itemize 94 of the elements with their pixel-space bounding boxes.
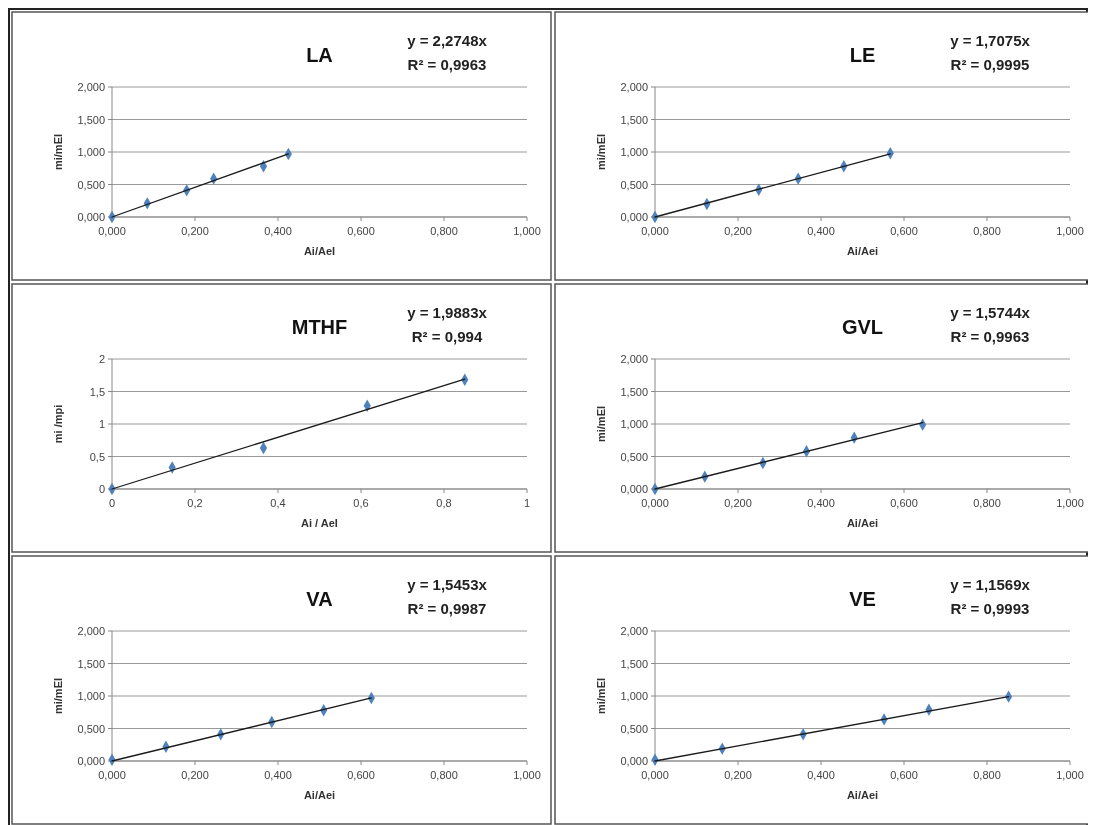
x-axis-title: Ai/AeI bbox=[303, 245, 336, 257]
y-tick-label: 1,000 bbox=[77, 146, 105, 158]
x-tick-label: 0,000 bbox=[641, 225, 669, 237]
x-tick-label: 0 bbox=[108, 497, 116, 509]
y-tick-label: 1,000 bbox=[620, 690, 648, 702]
x-tick-label: 0,600 bbox=[347, 225, 375, 237]
x-tick-label: 0,400 bbox=[807, 769, 835, 781]
x-tick-label: 0,800 bbox=[430, 225, 458, 237]
chart-title: MTHF bbox=[291, 316, 348, 338]
x-tick-label: 1,000 bbox=[1056, 769, 1084, 781]
x-tick-label: 0,400 bbox=[264, 769, 292, 781]
y-tick-label: 0 bbox=[98, 483, 105, 495]
x-tick-label: 1 bbox=[523, 497, 531, 509]
text: R² = 0,9963 bbox=[407, 56, 487, 73]
x-tick-label: 0,000 bbox=[641, 769, 669, 781]
y-axis-title: mi/mEI bbox=[52, 133, 64, 171]
y-axis-title: mi/mEI bbox=[595, 133, 607, 171]
y-tick-label: 1,500 bbox=[620, 113, 648, 126]
y-tick-label: 2,000 bbox=[77, 81, 105, 93]
y-tick-label: 0,500 bbox=[77, 178, 105, 191]
chart-title: GVL bbox=[841, 316, 884, 338]
y-tick-label: 1,000 bbox=[620, 418, 648, 430]
y-tick-label: 0,500 bbox=[77, 722, 105, 735]
chart-title: VE bbox=[849, 588, 876, 610]
x-axis-title: Ai/Aei bbox=[846, 789, 879, 801]
text: y = 1,5744x bbox=[950, 304, 1031, 321]
chart-title: LE bbox=[849, 44, 876, 66]
y-axis-title: mi/mEI bbox=[52, 677, 64, 715]
x-tick-label: 0,600 bbox=[890, 225, 918, 237]
text: R² = 0,994 bbox=[411, 328, 483, 345]
x-tick-label: 0,4 bbox=[270, 497, 286, 509]
x-axis-title: Ai / AeI bbox=[301, 517, 338, 529]
text: y = 2,2748x bbox=[407, 32, 488, 49]
y-tick-label: 1,500 bbox=[77, 113, 105, 126]
y-tick-label: 0,500 bbox=[620, 722, 648, 735]
y-tick-label: 0,000 bbox=[620, 755, 648, 767]
x-tick-label: 1,000 bbox=[513, 769, 541, 781]
x-axis-title: Ai/Aei bbox=[846, 517, 879, 529]
y-tick-label: 1,500 bbox=[77, 657, 105, 670]
x-tick-label: 0,800 bbox=[973, 769, 1001, 781]
x-axis-title: Ai/Aei bbox=[303, 789, 336, 801]
y-tick-label: 2,000 bbox=[77, 625, 105, 637]
x-tick-label: 0,400 bbox=[807, 225, 835, 237]
x-tick-label: 0,200 bbox=[724, 497, 752, 509]
y-tick-label: 1,500 bbox=[620, 385, 648, 398]
x-tick-label: 0,400 bbox=[807, 497, 835, 509]
y-tick-label: 0,000 bbox=[77, 211, 105, 223]
x-tick-label: 0,600 bbox=[890, 497, 918, 509]
x-tick-label: 0,6 bbox=[353, 497, 369, 509]
y-tick-label: 0,000 bbox=[77, 755, 105, 767]
x-tick-label: 0,8 bbox=[436, 497, 452, 509]
x-tick-label: 1,000 bbox=[513, 225, 541, 237]
y-tick-label: 2,000 bbox=[620, 353, 648, 365]
x-tick-label: 0,200 bbox=[724, 769, 752, 781]
chart-title: LA bbox=[306, 44, 333, 66]
y-tick-label: 0,000 bbox=[620, 483, 648, 495]
y-tick-label: 1,000 bbox=[77, 690, 105, 702]
text: y = 1,9883x bbox=[407, 304, 488, 321]
x-tick-label: 0,800 bbox=[973, 497, 1001, 509]
y-tick-label: 0,500 bbox=[620, 178, 648, 191]
x-tick-label: 1,000 bbox=[1056, 225, 1084, 237]
x-tick-label: 0,600 bbox=[890, 769, 918, 781]
y-tick-label: 0,500 bbox=[620, 450, 648, 463]
y-tick-label: 1 bbox=[98, 418, 105, 430]
text: R² = 0,9987 bbox=[407, 600, 487, 617]
x-tick-label: 0,000 bbox=[641, 497, 669, 509]
x-tick-label: 0,600 bbox=[347, 769, 375, 781]
x-tick-label: 0,200 bbox=[181, 225, 209, 237]
y-tick-label: 0,5 bbox=[89, 450, 105, 463]
y-tick-label: 1,000 bbox=[620, 146, 648, 158]
x-tick-label: 0,800 bbox=[973, 225, 1001, 237]
x-tick-label: 0,800 bbox=[430, 769, 458, 781]
y-tick-label: 2,000 bbox=[620, 81, 648, 93]
x-tick-label: 0,200 bbox=[181, 769, 209, 781]
y-axis-title: mi/mEI bbox=[595, 405, 607, 443]
y-tick-label: 0,000 bbox=[620, 211, 648, 223]
chart-title: VA bbox=[306, 588, 333, 610]
y-axis-title: mi /mpi bbox=[52, 404, 64, 444]
text: y = 1,5453x bbox=[407, 576, 488, 593]
x-tick-label: 1,000 bbox=[1056, 497, 1084, 509]
text: y = 1,7075x bbox=[950, 32, 1031, 49]
text: R² = 0,9963 bbox=[950, 328, 1030, 345]
y-tick-label: 2 bbox=[98, 353, 105, 365]
x-tick-label: 0,200 bbox=[724, 225, 752, 237]
y-axis-title: mi/mEI bbox=[595, 677, 607, 715]
text: R² = 0,9993 bbox=[950, 600, 1030, 617]
y-tick-label: 2,000 bbox=[620, 625, 648, 637]
text: y = 1,1569x bbox=[950, 576, 1031, 593]
text: R² = 0,9995 bbox=[950, 56, 1030, 73]
x-tick-label: 0,2 bbox=[187, 497, 203, 509]
y-tick-label: 1,500 bbox=[620, 657, 648, 670]
y-tick-label: 1,5 bbox=[89, 385, 105, 398]
x-axis-title: Ai/Aei bbox=[846, 245, 879, 257]
x-tick-label: 0,400 bbox=[264, 225, 292, 237]
